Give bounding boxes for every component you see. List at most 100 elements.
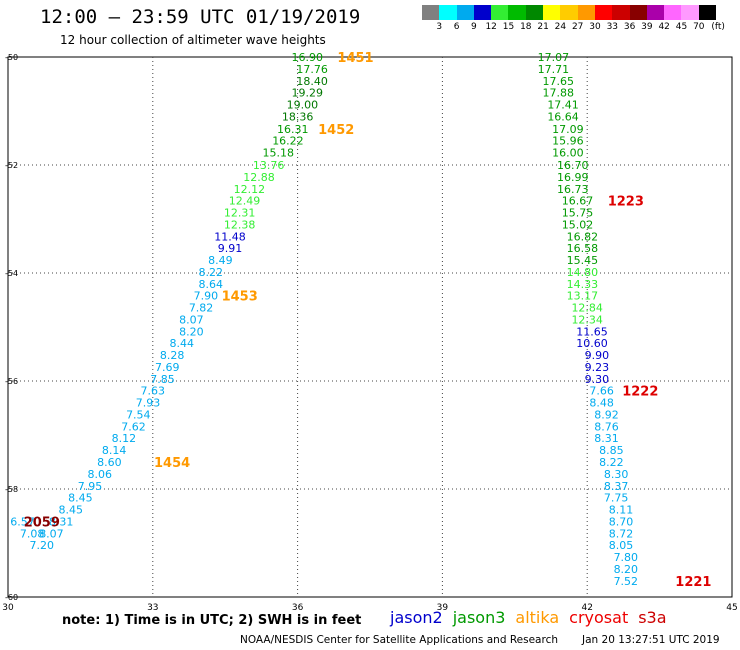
- color-scale-box: [543, 5, 561, 20]
- x-tick-label: 33: [147, 603, 158, 610]
- wave-height-point: 8.48: [589, 397, 614, 410]
- wave-height-point: 7.62: [121, 420, 146, 433]
- wave-height-point: 18.36: [282, 110, 314, 123]
- color-scale-label: 9: [471, 22, 477, 32]
- wave-height-point: 19.00: [287, 99, 319, 112]
- wave-height-point: 16.99: [557, 171, 589, 184]
- wave-height-point: 8.45: [68, 492, 93, 505]
- color-scale-box: [473, 5, 492, 20]
- wave-height-point: 17.71: [538, 63, 570, 76]
- x-tick-label: 45: [726, 603, 737, 610]
- wave-height-point: 9.30: [585, 373, 610, 386]
- wave-height-point: 17.88: [542, 87, 574, 100]
- wave-height-point: 7.54: [126, 408, 151, 421]
- color-scale-label: 3: [436, 22, 443, 32]
- wave-height-point: 8.70: [609, 515, 634, 528]
- wave-height-point: 9.91: [218, 242, 243, 255]
- color-scale-box: [594, 5, 613, 20]
- color-scale-box: [664, 5, 682, 20]
- wave-height-point: 15.96: [552, 135, 584, 148]
- wave-height-point: 8.72: [609, 527, 634, 540]
- wave-height-point: 18.40: [296, 75, 328, 88]
- wave-height-point: 16.22: [272, 135, 304, 148]
- legend-entry: altika: [515, 608, 560, 627]
- legend-entry: s3a: [638, 608, 667, 627]
- wave-height-point: 12.84: [571, 302, 603, 315]
- color-scale-label: 39: [641, 22, 653, 32]
- legend-entry: jason2: [390, 608, 443, 627]
- color-scale-label: 33: [606, 22, 619, 32]
- wave-height-point: 15.75: [562, 207, 594, 220]
- x-tick-label: 36: [292, 603, 304, 610]
- wave-height-point: 16.70: [557, 159, 589, 172]
- wave-height-point: 7.66: [589, 385, 614, 398]
- color-scale-label: 6: [453, 22, 460, 32]
- color-scale-label: 70: [693, 22, 705, 32]
- wave-height-point: 8.07: [39, 527, 64, 540]
- color-scale-box: [508, 5, 526, 20]
- page-title: 12:00 — 23:59 UTC 01/19/2019: [40, 6, 361, 28]
- footer-note: note: 1) Time is in UTC; 2) SWH is in fe…: [62, 613, 362, 628]
- wave-height-point: 8.45: [58, 504, 83, 517]
- footer-timestamp: Jan 20 13:27:51 UTC 2019: [582, 634, 720, 646]
- color-scale-label: 12: [485, 22, 497, 32]
- wave-height-point: 7.95: [78, 480, 103, 493]
- wave-height-point: 16.67: [562, 195, 594, 208]
- wave-height-point: 7.20: [30, 539, 55, 552]
- wave-height-point: 17.41: [547, 99, 579, 112]
- pass-time-label: 1454: [154, 456, 190, 471]
- wave-height-point: 17.09: [552, 123, 584, 136]
- color-scale: 3 6 9 12 15 18 21 24 27 30 33 36 39 42 45 70 (ft): [422, 5, 734, 35]
- wave-height-point: 7.52: [614, 575, 639, 588]
- satellite-legend: jason2 jason3 altika cryosat s3a: [390, 608, 677, 627]
- color-scale-box: [698, 5, 717, 20]
- legend-entry: cryosat: [569, 608, 629, 627]
- wave-height-point: 17.65: [542, 75, 574, 88]
- wave-height-point: 8.31: [594, 432, 619, 445]
- wave-height-point: 8.92: [594, 408, 619, 421]
- wave-height-point: 8.44: [170, 337, 195, 350]
- wave-height-point: 7.63: [141, 385, 166, 398]
- wave-height-point: 16.64: [547, 110, 579, 123]
- plot-frame: [7, 56, 733, 598]
- wave-height-point: 7.90: [194, 290, 219, 303]
- pass-time-label: 1223: [608, 195, 644, 210]
- color-scale-box: [491, 5, 509, 20]
- wave-height-point: 13.17: [567, 290, 599, 303]
- color-scale-box: [612, 5, 630, 20]
- x-tick-label: 39: [437, 603, 449, 610]
- wave-height-point: 8.64: [198, 278, 223, 291]
- wave-height-point: 16.90: [292, 51, 324, 64]
- wave-height-point: 12.12: [234, 183, 266, 196]
- wave-height-point: 17.07: [538, 51, 570, 64]
- wave-height-point: 9.90: [585, 349, 610, 362]
- wave-height-point: 12.49: [229, 195, 261, 208]
- wave-height-point: 8.60: [97, 456, 122, 469]
- legend-entry: jason3: [452, 608, 506, 627]
- x-tick-label: 30: [2, 603, 14, 610]
- wave-height-point: 8.06: [87, 468, 112, 481]
- wave-height-point: 8.76: [594, 420, 619, 433]
- wave-height-point: 16.73: [557, 183, 589, 196]
- wave-height-point: 7.75: [604, 492, 629, 505]
- color-scale-label: 45: [675, 22, 688, 32]
- color-scale-unit: (ft): [711, 22, 725, 32]
- wave-height-point: 8.07: [179, 313, 204, 326]
- color-scale-box: [577, 5, 595, 20]
- color-scale-box: [629, 5, 647, 20]
- color-scale-box: [439, 5, 457, 20]
- pass-time-label: 2059: [24, 515, 60, 530]
- y-tick-label: -50: [5, 53, 18, 62]
- wave-height-point: 8.49: [208, 254, 233, 267]
- y-tick-label: -52: [5, 161, 18, 170]
- color-scale-box: [560, 5, 578, 20]
- wave-height-point: 7.80: [614, 551, 639, 564]
- wave-height-point: 8.12: [112, 432, 137, 445]
- page-subtitle: 12 hour collection of altimeter wave hei…: [60, 33, 326, 47]
- wave-height-point: 8.20: [614, 563, 639, 576]
- wave-height-point: 16.82: [567, 230, 599, 243]
- wave-height-point: 7.08: [20, 527, 45, 540]
- pass-time-label: 1222: [622, 385, 658, 400]
- wave-height-point: 15.45: [567, 254, 599, 267]
- color-scale-label: 30: [589, 22, 601, 32]
